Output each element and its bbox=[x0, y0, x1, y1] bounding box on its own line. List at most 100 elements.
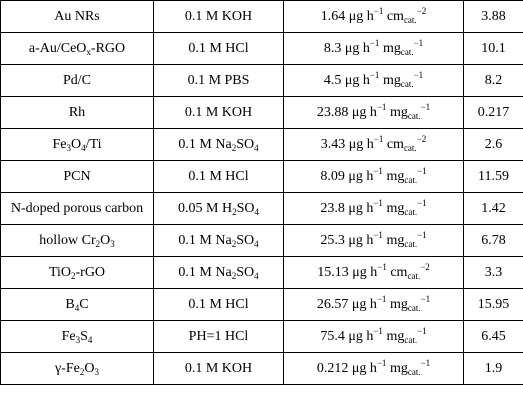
cell-text-part: 4 bbox=[74, 303, 80, 313]
cell-text-part: cat. bbox=[407, 367, 421, 377]
cell-text: 11.59 bbox=[478, 169, 509, 184]
cell-text-part: −1 bbox=[376, 294, 387, 304]
cell-text: 0.1 M HCl bbox=[188, 169, 249, 184]
cell-text: 2.6 bbox=[484, 137, 503, 152]
table-cell: 3.88 bbox=[463, 0, 523, 33]
cell-text-part: SO bbox=[236, 265, 255, 280]
table-cell: N-doped porous carbon bbox=[0, 192, 154, 225]
table-cell: 0.1 M HCl bbox=[153, 288, 284, 321]
table-cell: 75.4 μg h−1 mgcat.−1 bbox=[283, 320, 464, 353]
cell-text-part: cm bbox=[383, 137, 404, 152]
cell-text-part: −1 bbox=[373, 230, 383, 240]
cell-text-part: 1.64 μg h bbox=[320, 9, 374, 24]
cell-text: 1.42 bbox=[481, 201, 506, 216]
cell-text-part: O bbox=[71, 137, 82, 152]
cell-text: 0.1 M PBS bbox=[187, 73, 250, 88]
cell-text-part: −1 bbox=[420, 358, 431, 368]
cell-text-part: −1 bbox=[417, 198, 427, 208]
cell-text-part: −1 bbox=[413, 70, 424, 80]
cell-text-part: cat. bbox=[407, 271, 421, 281]
cell-text-part: 2 bbox=[79, 367, 85, 377]
cell-text-part: O bbox=[84, 361, 95, 376]
cell-text: PH=1 HCl bbox=[188, 329, 249, 344]
cell-text: 3.88 bbox=[481, 9, 506, 24]
data-table: Au NRs 0.1 M KOH 1.64 μg h−1 cmcat.−2 3.88 a… bbox=[0, 0, 523, 385]
cell-text-part: Fe bbox=[61, 329, 76, 344]
cell-text-part: hollow Cr bbox=[39, 233, 96, 248]
table-row: Au NRs 0.1 M KOH 1.64 μg h−1 cmcat.−2 3.88 bbox=[0, 0, 523, 33]
cell-text-part: cm bbox=[386, 265, 408, 280]
cell-text: 0.1 M KOH bbox=[184, 361, 253, 376]
cell-text-part: 3 bbox=[110, 239, 115, 249]
table-cell: 0.05 M H2SO4 bbox=[153, 192, 284, 225]
cell-text-part: a-Au/CeO bbox=[28, 41, 87, 56]
cell-text-part: cat. bbox=[404, 175, 418, 185]
cell-text-part: −1 bbox=[373, 134, 384, 144]
cell-text-part: −2 bbox=[416, 134, 427, 144]
table-row: PCN 0.1 M HCl 8.09 μg h−1 mgcat.−1 11.59 bbox=[0, 160, 523, 193]
cell-text: 0.1 M HCl bbox=[188, 297, 249, 312]
table-row: Fe3S4 PH=1 HCl 75.4 μg h−1 mgcat.−1 6.45 bbox=[0, 320, 523, 353]
cell-text-part: mg bbox=[382, 169, 405, 184]
cell-text-part: 25.3 μg h bbox=[320, 233, 374, 248]
cell-text-part: 15.13 μg h bbox=[317, 265, 378, 280]
cell-text-part: 0.1 M Na bbox=[178, 233, 232, 248]
cell-text-part: cat. bbox=[403, 143, 417, 153]
cell-text-part: mg bbox=[382, 233, 405, 248]
cell-text-part: mg bbox=[379, 41, 401, 56]
cell-text-part: x bbox=[86, 47, 91, 57]
cell-text-part: mg bbox=[386, 105, 408, 120]
cell-text-part: −1 bbox=[376, 358, 387, 368]
cell-text-part: −1 bbox=[373, 326, 383, 336]
cell-text: 0.1 M KOH bbox=[184, 105, 253, 120]
table-row: Rh 0.1 M KOH 23.88 μg h−1 mgcat.−1 0.217 bbox=[0, 96, 523, 129]
cell-text-part: cat. bbox=[404, 239, 418, 249]
cell-text-part: O bbox=[100, 233, 111, 248]
table-row: B4C 0.1 M HCl 26.57 μg h−1 mgcat.−1 15.95 bbox=[0, 288, 523, 321]
cell-text-part: SO bbox=[236, 233, 255, 248]
cell-text-part: 4 bbox=[87, 335, 93, 345]
cell-text-part: SO bbox=[236, 137, 255, 152]
table-cell: 0.1 M PBS bbox=[153, 64, 284, 97]
cell-text-part: 75.4 μg h bbox=[320, 329, 374, 344]
table-row: γ-Fe2O3 0.1 M KOH 0.212 μg h−1 mgcat.−1 1.9 bbox=[0, 352, 523, 385]
table-cell: 0.1 M KOH bbox=[153, 96, 284, 129]
table-cell: 1.64 μg h−1 cmcat.−2 bbox=[283, 0, 464, 33]
table-cell: 23.8 μg h−1 mgcat.−1 bbox=[283, 192, 464, 225]
table-cell: Fe3S4 bbox=[0, 320, 154, 353]
cell-text-part: 26.57 μg h bbox=[316, 297, 377, 312]
cell-text: N-doped porous carbon bbox=[10, 201, 144, 216]
cell-text-part: 23.8 μg h bbox=[320, 201, 374, 216]
table-cell: 6.45 bbox=[463, 320, 523, 353]
cell-text-part: −1 bbox=[417, 326, 427, 336]
table-cell: 8.09 μg h−1 mgcat.−1 bbox=[283, 160, 464, 193]
table-cell: TiO2-rGO bbox=[0, 256, 154, 289]
cell-text-part: 2 bbox=[231, 271, 237, 281]
table-cell: PH=1 HCl bbox=[153, 320, 284, 353]
table-cell: 2.6 bbox=[463, 128, 523, 161]
cell-text-part: 2 bbox=[232, 207, 237, 217]
table-row: TiO2-rGO 0.1 M Na2SO4 15.13 μg h−1 cmcat.−… bbox=[0, 256, 523, 289]
table-cell: 15.95 bbox=[463, 288, 523, 321]
cell-text: 6.78 bbox=[481, 233, 506, 248]
cell-text-part: γ-Fe bbox=[55, 361, 80, 376]
table-cell: Fe3O4/Ti bbox=[0, 128, 154, 161]
cell-text-part: −1 bbox=[420, 294, 431, 304]
cell-text-part: 0.1 M Na bbox=[178, 137, 232, 152]
table-cell: 0.1 M HCl bbox=[153, 160, 284, 193]
cell-text-part: S bbox=[80, 329, 88, 344]
cell-text-part: 4 bbox=[254, 143, 259, 153]
cell-text-part: 0.1 M Na bbox=[178, 265, 232, 280]
table-cell: 26.57 μg h−1 mgcat.−1 bbox=[283, 288, 464, 321]
cell-text-part: 3 bbox=[75, 335, 81, 345]
table-cell: 25.3 μg h−1 mgcat.−1 bbox=[283, 224, 464, 257]
table-cell: 6.78 bbox=[463, 224, 523, 257]
table-row: Pd/C 0.1 M PBS 4.5 μg h−1 mgcat.−1 8.2 bbox=[0, 64, 523, 97]
table-cell: 1.42 bbox=[463, 192, 523, 225]
cell-text-part: −1 bbox=[369, 70, 380, 80]
table-cell: 15.13 μg h−1 cmcat.−2 bbox=[283, 256, 464, 289]
cell-text-part: cat. bbox=[404, 335, 418, 345]
table-cell: 11.59 bbox=[463, 160, 523, 193]
cell-text-part: −1 bbox=[373, 6, 384, 16]
